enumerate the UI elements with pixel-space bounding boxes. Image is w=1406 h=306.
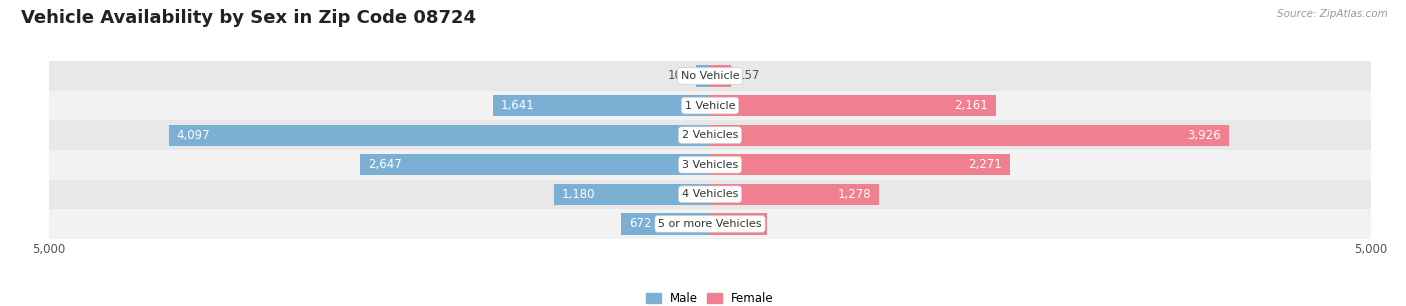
Text: 3 Vehicles: 3 Vehicles [682,160,738,170]
Bar [494,95,710,116]
Text: No Vehicle: No Vehicle [681,71,740,81]
Text: 4 Vehicles: 4 Vehicles [682,189,738,199]
Bar [710,154,1010,175]
Text: 2 Vehicles: 2 Vehicles [682,130,738,140]
Bar [49,209,1371,239]
Text: 1,641: 1,641 [501,99,534,112]
Text: Source: ZipAtlas.com: Source: ZipAtlas.com [1277,9,1388,19]
Bar [710,213,768,234]
Bar [360,154,710,175]
Text: 1 Vehicle: 1 Vehicle [685,101,735,110]
Bar [710,184,879,205]
Bar [696,65,710,87]
Bar [49,120,1371,150]
Bar [710,125,1229,146]
Text: 2,647: 2,647 [368,158,402,171]
Text: 2,161: 2,161 [953,99,987,112]
Bar [710,65,731,87]
Text: 5 or more Vehicles: 5 or more Vehicles [658,219,762,229]
Bar [49,150,1371,180]
Bar [169,125,710,146]
Text: 431: 431 [737,217,759,230]
Text: 672: 672 [628,217,651,230]
Bar [49,61,1371,91]
Text: 1,278: 1,278 [838,188,870,201]
Legend: Male, Female: Male, Female [644,289,776,306]
Text: 157: 157 [737,69,759,83]
Bar [554,184,710,205]
Bar [621,213,710,234]
Text: 3,926: 3,926 [1187,129,1220,142]
Bar [49,91,1371,120]
Text: 1,180: 1,180 [562,188,596,201]
Text: Vehicle Availability by Sex in Zip Code 08724: Vehicle Availability by Sex in Zip Code … [21,9,477,27]
Text: 4,097: 4,097 [177,129,209,142]
Text: 2,271: 2,271 [969,158,1002,171]
Text: 103: 103 [668,69,690,83]
Bar [710,95,995,116]
Bar [49,180,1371,209]
